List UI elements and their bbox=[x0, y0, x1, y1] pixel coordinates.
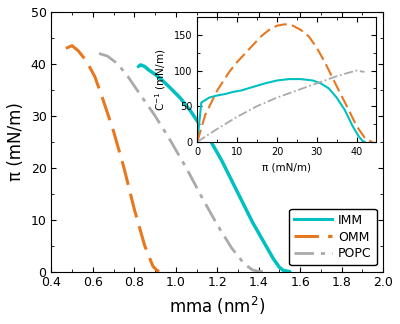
Y-axis label: π (mN/m): π (mN/m) bbox=[7, 102, 25, 181]
Legend: IMM, OMM, POPC: IMM, OMM, POPC bbox=[290, 209, 377, 265]
X-axis label: mma (nm$^2$): mma (nm$^2$) bbox=[169, 295, 265, 317]
